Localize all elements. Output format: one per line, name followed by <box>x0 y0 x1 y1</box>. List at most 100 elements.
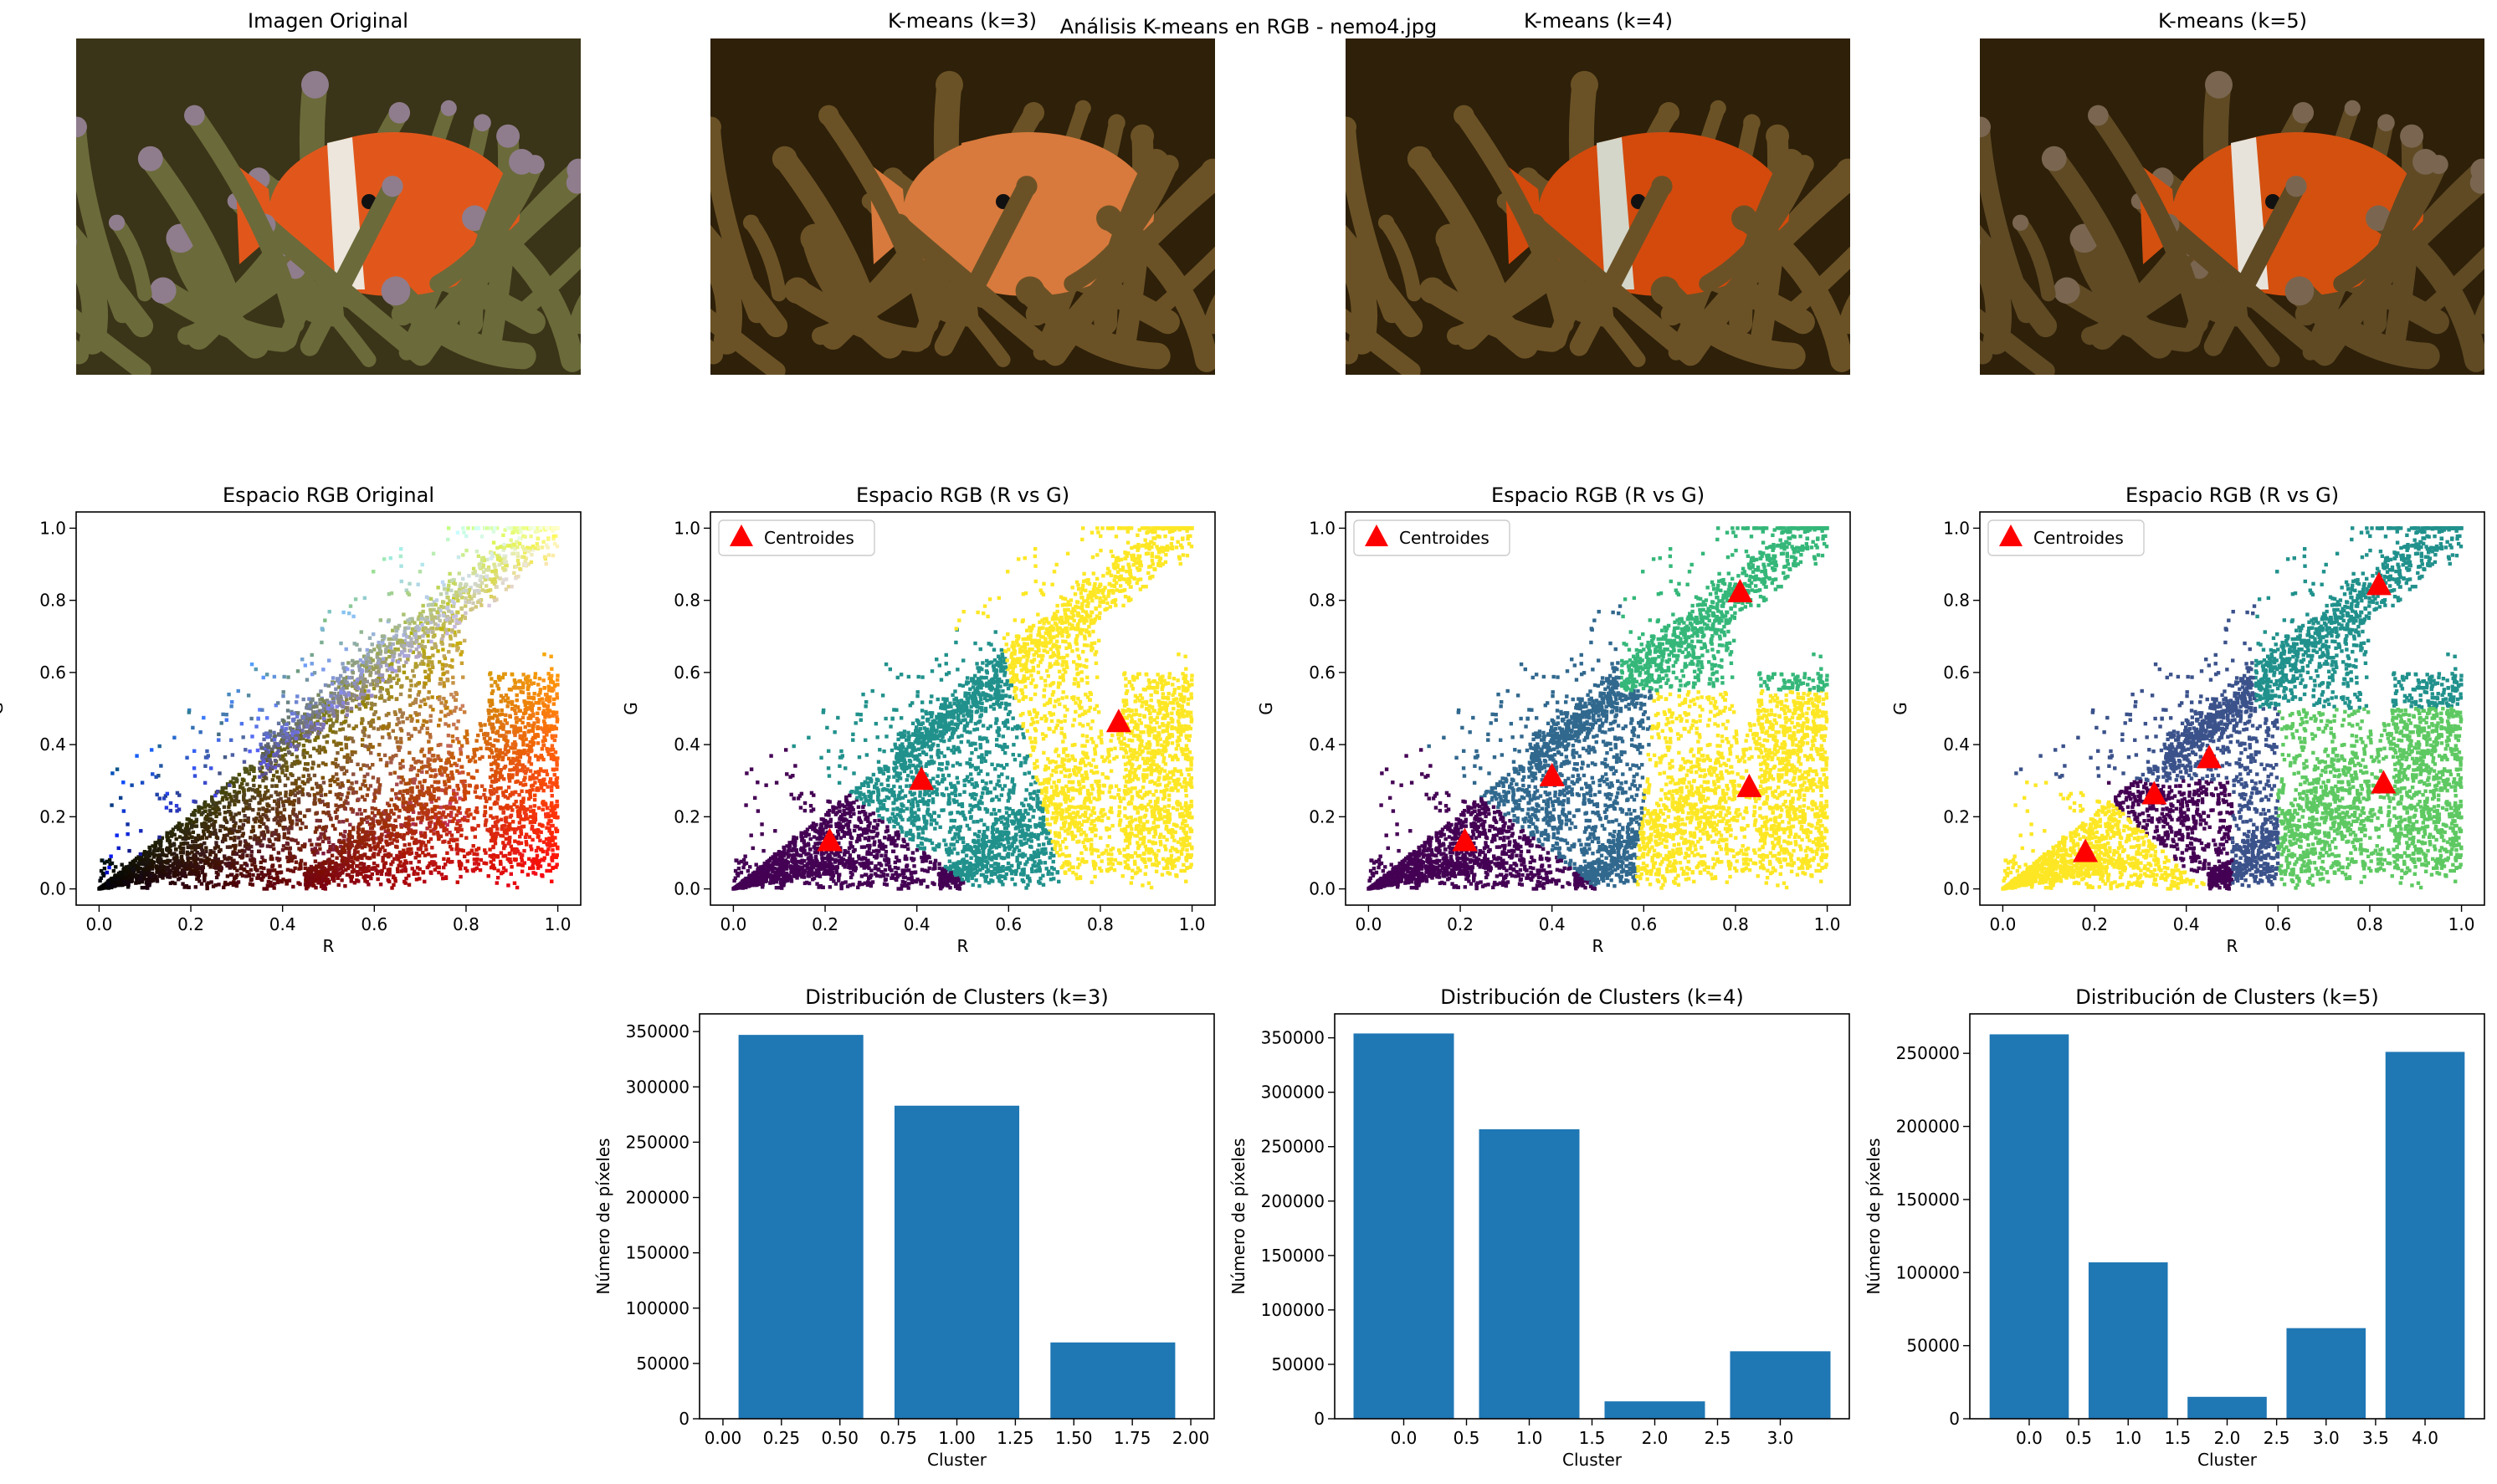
scatter-point <box>341 710 344 714</box>
scatter-point <box>399 740 402 744</box>
scatter-point <box>412 822 415 826</box>
scatter-point <box>433 868 437 872</box>
scatter-point <box>538 677 541 680</box>
scatter-point <box>382 724 385 728</box>
scatter-point <box>401 794 404 797</box>
scatter-point <box>502 546 505 550</box>
scatter-point <box>390 695 393 699</box>
scatter-point <box>425 720 428 724</box>
scatter-point <box>293 799 296 802</box>
scatter-point <box>238 811 241 815</box>
scatter-point <box>349 760 352 763</box>
scatter-point <box>530 682 533 685</box>
scatter-point <box>366 793 369 796</box>
scatter-point <box>233 847 237 850</box>
scatter-point <box>248 772 251 775</box>
scatter-point <box>456 719 459 723</box>
scatter-point <box>492 540 495 544</box>
scatter-point <box>227 828 230 832</box>
scatter-point <box>387 828 390 832</box>
scatter-point <box>300 821 304 825</box>
scatter-point <box>521 690 525 693</box>
scatter-point <box>556 678 559 682</box>
scatter-point <box>503 699 506 702</box>
scatter-point <box>461 770 464 774</box>
scatter-point <box>521 801 525 804</box>
scatter-point <box>355 780 358 784</box>
scatter-point <box>456 847 459 851</box>
scatter-point <box>430 846 433 849</box>
scatter-point <box>493 599 496 602</box>
scatter-point <box>273 831 276 834</box>
scatter-point <box>290 837 293 841</box>
scatter-point <box>546 545 549 549</box>
scatter-point <box>526 753 530 756</box>
scatter-point <box>547 553 551 556</box>
scatter-point <box>531 724 535 727</box>
scatter-point <box>483 723 486 726</box>
scatter-point <box>376 878 379 881</box>
scatter-point <box>473 857 476 861</box>
scatter-point <box>443 780 446 783</box>
scatter-point <box>389 651 392 654</box>
scatter-point <box>356 879 360 883</box>
scatter-point <box>510 865 513 868</box>
scatter-point <box>366 821 369 824</box>
scatter-point <box>294 793 297 796</box>
scatter-point <box>513 734 516 737</box>
scatter-point <box>152 855 156 858</box>
scatter-point <box>147 846 151 849</box>
scatter-point <box>285 727 288 730</box>
scatter-point <box>521 783 525 786</box>
scatter-point <box>514 780 517 784</box>
scatter-point <box>361 718 364 721</box>
scatter-point <box>365 830 368 833</box>
scatter-point <box>441 877 444 880</box>
scatter-point <box>272 847 275 851</box>
tentacle-tip <box>1075 100 1091 116</box>
scatter-point <box>346 760 349 764</box>
scatter-point <box>522 807 526 811</box>
scatter-point <box>264 776 268 780</box>
scatter-point <box>487 604 490 607</box>
scatter-point <box>317 764 320 767</box>
scatter-point <box>524 737 527 740</box>
scatter-point <box>409 683 413 687</box>
scatter-point <box>450 628 454 632</box>
scatter-point <box>341 666 345 669</box>
scatter-point <box>190 850 193 853</box>
scatter-point <box>504 854 507 857</box>
scatter-point <box>241 786 244 790</box>
scatter-point <box>324 683 327 687</box>
scatter-point <box>229 780 233 784</box>
scatter-point <box>522 712 526 715</box>
tentacle-tip <box>1299 230 1321 253</box>
scatter-point <box>445 832 449 836</box>
scatter-point <box>477 555 480 558</box>
scatter-point <box>428 608 432 612</box>
scatter-point <box>459 780 463 783</box>
scatter-point <box>514 791 517 794</box>
scatter-point <box>502 578 505 581</box>
scatter-point <box>450 658 454 662</box>
scatter-point <box>455 813 459 816</box>
scatter-point <box>419 806 423 810</box>
tentacle-tip <box>509 149 535 175</box>
scatter-point <box>515 770 519 774</box>
scatter-point <box>528 815 531 818</box>
scatter-point <box>424 802 428 806</box>
scatter-point <box>315 811 319 815</box>
scatter-point <box>186 851 189 854</box>
scatter-point <box>488 699 491 702</box>
scatter-point <box>507 785 510 789</box>
scatter-point <box>249 765 253 768</box>
scatter-point <box>466 814 469 817</box>
scatter-point <box>233 803 236 806</box>
scatter-point <box>284 774 287 777</box>
scatter-point <box>329 816 332 820</box>
scatter-point <box>335 772 338 775</box>
scatter-point <box>275 770 279 773</box>
scatter-point <box>347 833 351 837</box>
scatter-point <box>332 739 336 743</box>
scatter-point <box>284 784 287 787</box>
